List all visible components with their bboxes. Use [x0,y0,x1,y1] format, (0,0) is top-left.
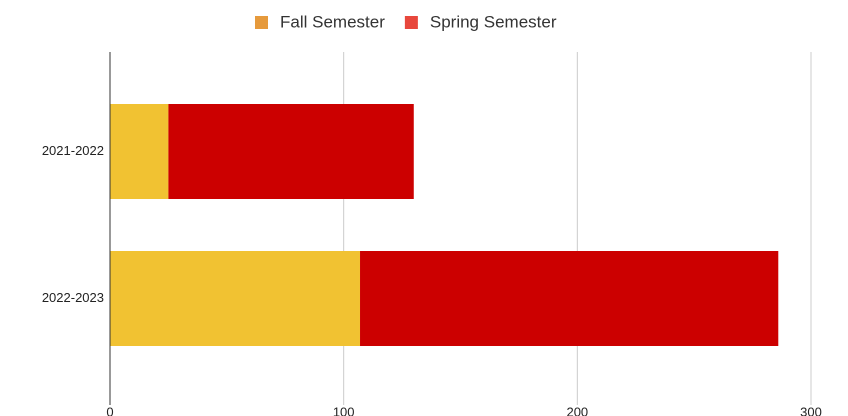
y-tick-label: 2021-2022 [42,143,104,158]
x-tick-label: 100 [333,404,355,416]
x-tick-label: 0 [106,404,113,416]
y-tick-label: 2022-2023 [42,290,104,305]
x-tick-label: 200 [566,404,588,416]
bar-segment [360,251,779,346]
legend-label: Fall Semester [280,12,385,31]
bar-segment [110,104,169,199]
x-tick-label: 300 [800,404,822,416]
legend-swatch [404,16,418,29]
bar-segment [168,104,414,199]
legend-swatch [255,16,268,29]
legend-label: Spring Semester [430,12,557,31]
bar-segment [110,251,361,346]
